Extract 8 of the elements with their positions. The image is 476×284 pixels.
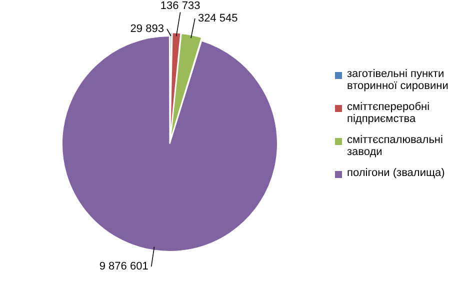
data-label: 136 733 — [160, 0, 200, 12]
legend-label: сміттєпереробні підприємства — [347, 101, 431, 125]
legend-label: заготівельні пункти вторинної сировини — [347, 68, 450, 92]
legend-label: полігони (звалища) — [347, 167, 445, 179]
legend-label: сміттєспалювальні заводи — [347, 134, 444, 158]
data-label: 29 893 — [130, 23, 164, 36]
data-label: 9 876 601 — [99, 260, 148, 273]
data-label: 324 545 — [198, 12, 238, 25]
